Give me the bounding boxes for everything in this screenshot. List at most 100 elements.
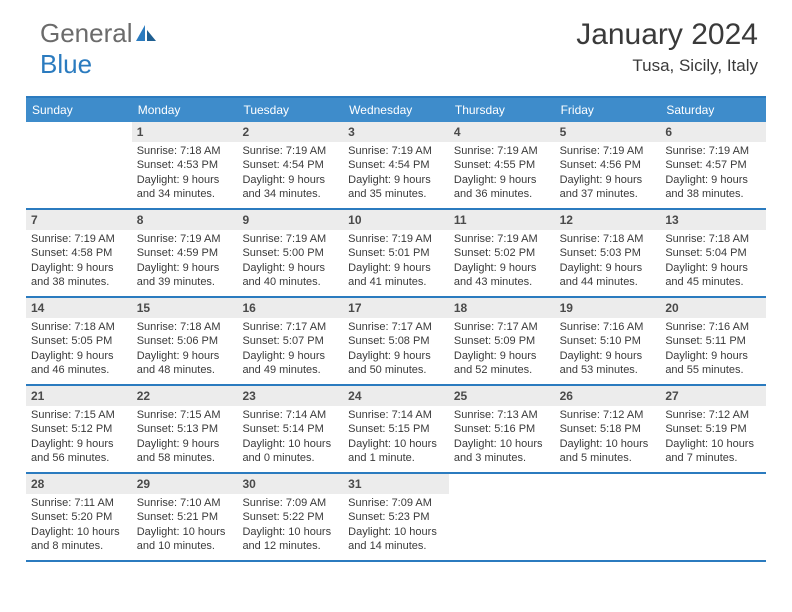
week-row: 14Sunrise: 7:18 AMSunset: 5:05 PMDayligh…: [26, 298, 766, 386]
daylight-line: Daylight: 10 hours: [242, 438, 339, 452]
day-cell: [26, 122, 132, 208]
sunset-line: Sunset: 5:09 PM: [454, 335, 551, 349]
day-body: Sunrise: 7:17 AMSunset: 5:08 PMDaylight:…: [343, 318, 449, 378]
daylight-line: and 5 minutes.: [560, 452, 657, 466]
sunset-line: Sunset: 5:12 PM: [31, 423, 128, 437]
logo-text: GeneralBlue: [40, 18, 157, 80]
sunrise-line: Sunrise: 7:19 AM: [242, 145, 339, 159]
daylight-line: and 34 minutes.: [137, 188, 234, 202]
sunrise-line: Sunrise: 7:19 AM: [348, 145, 445, 159]
daylight-line: Daylight: 10 hours: [348, 438, 445, 452]
daylight-line: and 58 minutes.: [137, 452, 234, 466]
day-cell: 19Sunrise: 7:16 AMSunset: 5:10 PMDayligh…: [555, 298, 661, 384]
daylight-line: Daylight: 9 hours: [348, 350, 445, 364]
week-row: 21Sunrise: 7:15 AMSunset: 5:12 PMDayligh…: [26, 386, 766, 474]
sunset-line: Sunset: 4:58 PM: [31, 247, 128, 261]
daylight-line: Daylight: 9 hours: [137, 174, 234, 188]
day-cell: 20Sunrise: 7:16 AMSunset: 5:11 PMDayligh…: [660, 298, 766, 384]
day-cell: 25Sunrise: 7:13 AMSunset: 5:16 PMDayligh…: [449, 386, 555, 472]
day-number: 14: [26, 298, 132, 318]
day-cell: 2Sunrise: 7:19 AMSunset: 4:54 PMDaylight…: [237, 122, 343, 208]
day-cell: [449, 474, 555, 560]
day-cell: 5Sunrise: 7:19 AMSunset: 4:56 PMDaylight…: [555, 122, 661, 208]
day-cell: 7Sunrise: 7:19 AMSunset: 4:58 PMDaylight…: [26, 210, 132, 296]
sunrise-line: Sunrise: 7:15 AM: [31, 409, 128, 423]
logo-sail-icon: [135, 18, 157, 48]
sunrise-line: Sunrise: 7:14 AM: [242, 409, 339, 423]
day-number: 30: [237, 474, 343, 494]
sunset-line: Sunset: 4:56 PM: [560, 159, 657, 173]
weekday-header: Saturday: [660, 98, 766, 122]
sunset-line: Sunset: 4:55 PM: [454, 159, 551, 173]
day-cell: 21 Sunrise: 7:15 AMSunset: 5:12 PMDayligh…: [26, 386, 132, 472]
weekday-header: Friday: [555, 98, 661, 122]
day-number: 5: [555, 122, 661, 142]
day-number: 9: [237, 210, 343, 230]
daylight-line: Daylight: 9 hours: [560, 262, 657, 276]
day-body: Sunrise: 7:19 AMSunset: 4:59 PMDaylight:…: [132, 230, 238, 290]
sunrise-line: Sunrise: 7:19 AM: [31, 233, 128, 247]
daylight-line: and 48 minutes.: [137, 364, 234, 378]
day-body: Sunrise: 7:16 AMSunset: 5:11 PMDaylight:…: [660, 318, 766, 378]
title-block: January 2024 Tusa, Sicily, Italy: [576, 18, 758, 76]
daylight-line: Daylight: 9 hours: [242, 262, 339, 276]
day-body: Sunrise: 7:18 AMSunset: 5:06 PMDaylight:…: [132, 318, 238, 378]
sunset-line: Sunset: 5:20 PM: [31, 511, 128, 525]
daylight-line: Daylight: 9 hours: [31, 438, 128, 452]
header: GeneralBlue January 2024 Tusa, Sicily, I…: [0, 0, 792, 88]
day-body: Sunrise: 7:16 AMSunset: 5:10 PMDaylight:…: [555, 318, 661, 378]
day-body: Sunrise: 7:19 AMSunset: 4:54 PMDaylight:…: [343, 142, 449, 202]
day-cell: 17Sunrise: 7:17 AMSunset: 5:08 PMDayligh…: [343, 298, 449, 384]
day-number: 10: [343, 210, 449, 230]
day-body: Sunrise: 7:18 AMSunset: 5:03 PMDaylight:…: [555, 230, 661, 290]
sunset-line: Sunset: 5:18 PM: [560, 423, 657, 437]
sunset-line: Sunset: 4:54 PM: [348, 159, 445, 173]
day-number: 22: [132, 386, 238, 406]
day-number: 8: [132, 210, 238, 230]
sunset-line: Sunset: 5:02 PM: [454, 247, 551, 261]
day-number: 26: [555, 386, 661, 406]
sunset-line: Sunset: 4:57 PM: [665, 159, 762, 173]
day-body: Sunrise: 7:19 AMSunset: 4:55 PMDaylight:…: [449, 142, 555, 202]
location: Tusa, Sicily, Italy: [576, 56, 758, 76]
sunset-line: Sunset: 5:00 PM: [242, 247, 339, 261]
daylight-line: Daylight: 9 hours: [454, 174, 551, 188]
weekday-header: Wednesday: [343, 98, 449, 122]
sunrise-line: Sunrise: 7:10 AM: [137, 497, 234, 511]
day-number: 1: [132, 122, 238, 142]
sunrise-line: Sunrise: 7:11 AM: [31, 497, 128, 511]
sunrise-line: Sunrise: 7:17 AM: [242, 321, 339, 335]
daylight-line: and 46 minutes.: [31, 364, 128, 378]
sunrise-line: Sunrise: 7:18 AM: [137, 145, 234, 159]
calendar: SundayMondayTuesdayWednesdayThursdayFrid…: [26, 96, 766, 562]
sunrise-line: Sunrise: 7:16 AM: [560, 321, 657, 335]
week-row: 7Sunrise: 7:19 AMSunset: 4:58 PMDaylight…: [26, 210, 766, 298]
weekday-header: Tuesday: [237, 98, 343, 122]
day-body: Sunrise: 7:18 AMSunset: 5:05 PMDaylight:…: [26, 318, 132, 378]
day-body: Sunrise: 7:13 AMSunset: 5:16 PMDaylight:…: [449, 406, 555, 466]
day-cell: 8Sunrise: 7:19 AMSunset: 4:59 PMDaylight…: [132, 210, 238, 296]
daylight-line: Daylight: 9 hours: [137, 262, 234, 276]
daylight-line: and 0 minutes.: [242, 452, 339, 466]
daylight-line: Daylight: 9 hours: [242, 350, 339, 364]
daylight-line: and 37 minutes.: [560, 188, 657, 202]
day-body: Sunrise: 7:19 AMSunset: 5:01 PMDaylight:…: [343, 230, 449, 290]
day-cell: 1Sunrise: 7:18 AMSunset: 4:53 PMDaylight…: [132, 122, 238, 208]
day-body: Sunrise: 7:18 AMSunset: 4:53 PMDaylight:…: [132, 142, 238, 202]
day-number: 20: [660, 298, 766, 318]
daylight-line: and 10 minutes.: [137, 540, 234, 554]
day-cell: 22Sunrise: 7:15 AMSunset: 5:13 PMDayligh…: [132, 386, 238, 472]
daylight-line: Daylight: 9 hours: [665, 350, 762, 364]
day-number: 18: [449, 298, 555, 318]
day-number: 31: [343, 474, 449, 494]
daylight-line: and 38 minutes.: [665, 188, 762, 202]
sunset-line: Sunset: 5:14 PM: [242, 423, 339, 437]
day-number: 4: [449, 122, 555, 142]
daylight-line: and 56 minutes.: [31, 452, 128, 466]
day-body: Sunrise: 7:17 AMSunset: 5:09 PMDaylight:…: [449, 318, 555, 378]
weekday-header: Sunday: [26, 98, 132, 122]
daylight-line: Daylight: 9 hours: [137, 350, 234, 364]
day-number: 21: [26, 386, 132, 406]
daylight-line: and 36 minutes.: [454, 188, 551, 202]
month-title: January 2024: [576, 18, 758, 52]
